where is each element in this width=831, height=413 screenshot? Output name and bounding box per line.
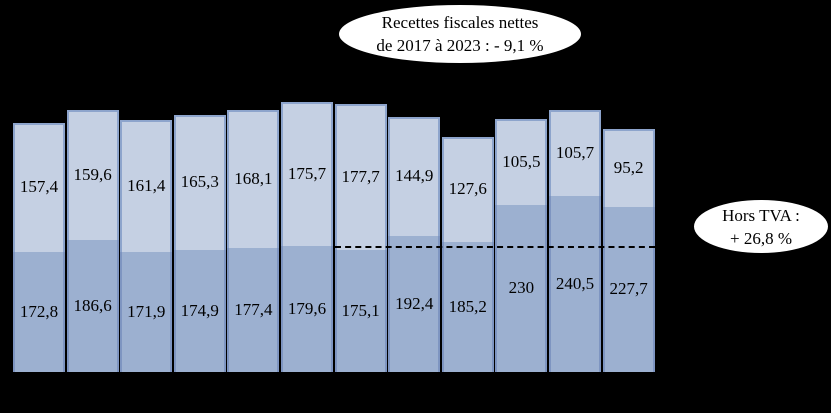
bar-top-value-label: 95,2: [613, 157, 644, 177]
annotation-text-line: Recettes fiscales nettes: [381, 13, 539, 32]
bar-top-segment: [227, 110, 280, 248]
bar-top-value-label: 157,4: [19, 177, 59, 197]
bar-bottom-value-label: 179,6: [287, 299, 327, 319]
bar-top-segment: [13, 122, 65, 252]
bar-bottom-segment: [66, 240, 119, 372]
bar-bottom-value-label: 171,9: [127, 302, 166, 322]
bar-bottom-segment: [495, 204, 548, 372]
bar-bottom-value-label: 186,6: [73, 296, 112, 316]
reference-dashed-line: [334, 246, 655, 249]
bar-bottom-value-label: 192,4: [395, 293, 434, 313]
bar-bottom-segment: [227, 247, 280, 372]
bar-top-segment: [66, 109, 119, 241]
bar-bottom-value-label: 172,8: [19, 301, 59, 321]
bar-bottom-value-label: 227,7: [609, 279, 648, 299]
bar-bottom-segment: [441, 241, 494, 372]
bar-top-value-label: 105,5: [502, 151, 541, 171]
bar-bottom-value-label: 175,1: [341, 300, 380, 320]
bar-bottom-segment: [120, 252, 173, 372]
bar-top-value-label: 161,4: [127, 176, 166, 196]
bar-bottom-segment: [549, 196, 601, 372]
bar-top-value-label: 144,9: [395, 166, 434, 186]
annotation-text-line: de 2017 à 2023 : - 9,1 %: [376, 36, 544, 55]
bar-top-segment: [334, 104, 387, 250]
bar-top-segment: [602, 128, 655, 207]
bar-bottom-value-label: 230: [508, 278, 535, 298]
bar-bottom-value-label: 185,2: [448, 296, 487, 316]
bar-bottom-segment: [173, 249, 226, 372]
bar-top-value-label: 165,3: [180, 172, 219, 192]
bar-top-segment: [549, 109, 601, 197]
bar-top-segment: [173, 114, 226, 250]
hors-tva-annotation: Hors TVA : + 26,8 %: [692, 198, 830, 255]
bar-top-value-label: 168,1: [234, 169, 273, 189]
bar-bottom-segment: [602, 206, 655, 372]
bar-top-value-label: 127,6: [448, 179, 487, 199]
annotation-text-line: + 26,8 %: [730, 228, 792, 248]
bar-bottom-value-label: 174,9: [180, 300, 219, 320]
bar-bottom-value-label: 240,5: [555, 274, 595, 294]
annotation-text-line: Hors TVA :: [722, 205, 800, 225]
bar-top-segment: [441, 137, 494, 242]
bar-top-segment: [120, 120, 173, 253]
bar-top-value-label: 159,6: [73, 165, 112, 185]
bar-top-segment: [388, 117, 441, 236]
bar-bottom-segment: [334, 249, 387, 372]
bars-layer: 157,4 172,8 159,6 186,6 161,4 171,9 165,3 174,9…: [13, 102, 655, 372]
bar-top-value-label: 105,7: [555, 143, 595, 163]
net-receipts-annotation: Recettes fiscales nettes de 2017 à 2023 …: [337, 3, 583, 65]
bar-top-value-label: 175,7: [287, 164, 327, 184]
bar-bottom-value-label: 177,4: [234, 299, 273, 319]
bar-bottom-segment: [388, 235, 441, 372]
bar-top-segment: [495, 118, 548, 205]
bar-bottom-segment: [13, 251, 65, 372]
bar-top-segment: [281, 102, 333, 247]
bar-bottom-segment: [281, 246, 333, 372]
bar-top-value-label: 177,7: [341, 167, 380, 187]
